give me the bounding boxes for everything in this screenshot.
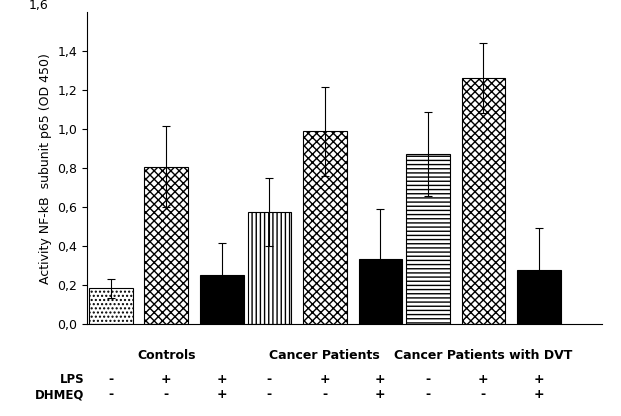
Bar bbox=[358, 259, 402, 324]
Text: -: - bbox=[267, 389, 272, 401]
Text: Controls: Controls bbox=[137, 349, 196, 362]
Text: 1,6: 1,6 bbox=[29, 0, 48, 12]
Text: -: - bbox=[267, 373, 272, 386]
Text: +: + bbox=[533, 389, 544, 401]
Text: +: + bbox=[161, 373, 171, 386]
Text: +: + bbox=[533, 373, 544, 386]
Text: +: + bbox=[217, 389, 227, 401]
Text: +: + bbox=[217, 373, 227, 386]
Bar bbox=[248, 212, 291, 324]
Bar bbox=[200, 275, 243, 324]
Text: +: + bbox=[478, 373, 489, 386]
Text: Cancer Patients: Cancer Patients bbox=[270, 349, 380, 362]
Bar bbox=[303, 131, 347, 324]
Text: -: - bbox=[481, 389, 486, 401]
Bar bbox=[89, 288, 132, 324]
Text: -: - bbox=[164, 389, 169, 401]
Text: -: - bbox=[108, 389, 113, 401]
Text: -: - bbox=[108, 373, 113, 386]
Text: -: - bbox=[425, 373, 430, 386]
Bar bbox=[517, 270, 561, 324]
Text: +: + bbox=[375, 389, 386, 401]
Text: +: + bbox=[320, 373, 330, 386]
Bar bbox=[461, 78, 505, 324]
Text: Cancer Patients with DVT: Cancer Patients with DVT bbox=[394, 349, 573, 362]
Bar bbox=[406, 154, 450, 324]
Y-axis label: Activity NF-kB  subunit p65 (OD 450): Activity NF-kB subunit p65 (OD 450) bbox=[39, 53, 52, 284]
Bar bbox=[145, 166, 188, 324]
Text: DHMEQ: DHMEQ bbox=[35, 389, 84, 401]
Text: -: - bbox=[322, 389, 327, 401]
Text: +: + bbox=[375, 373, 386, 386]
Text: -: - bbox=[425, 389, 430, 401]
Text: LPS: LPS bbox=[60, 373, 84, 386]
